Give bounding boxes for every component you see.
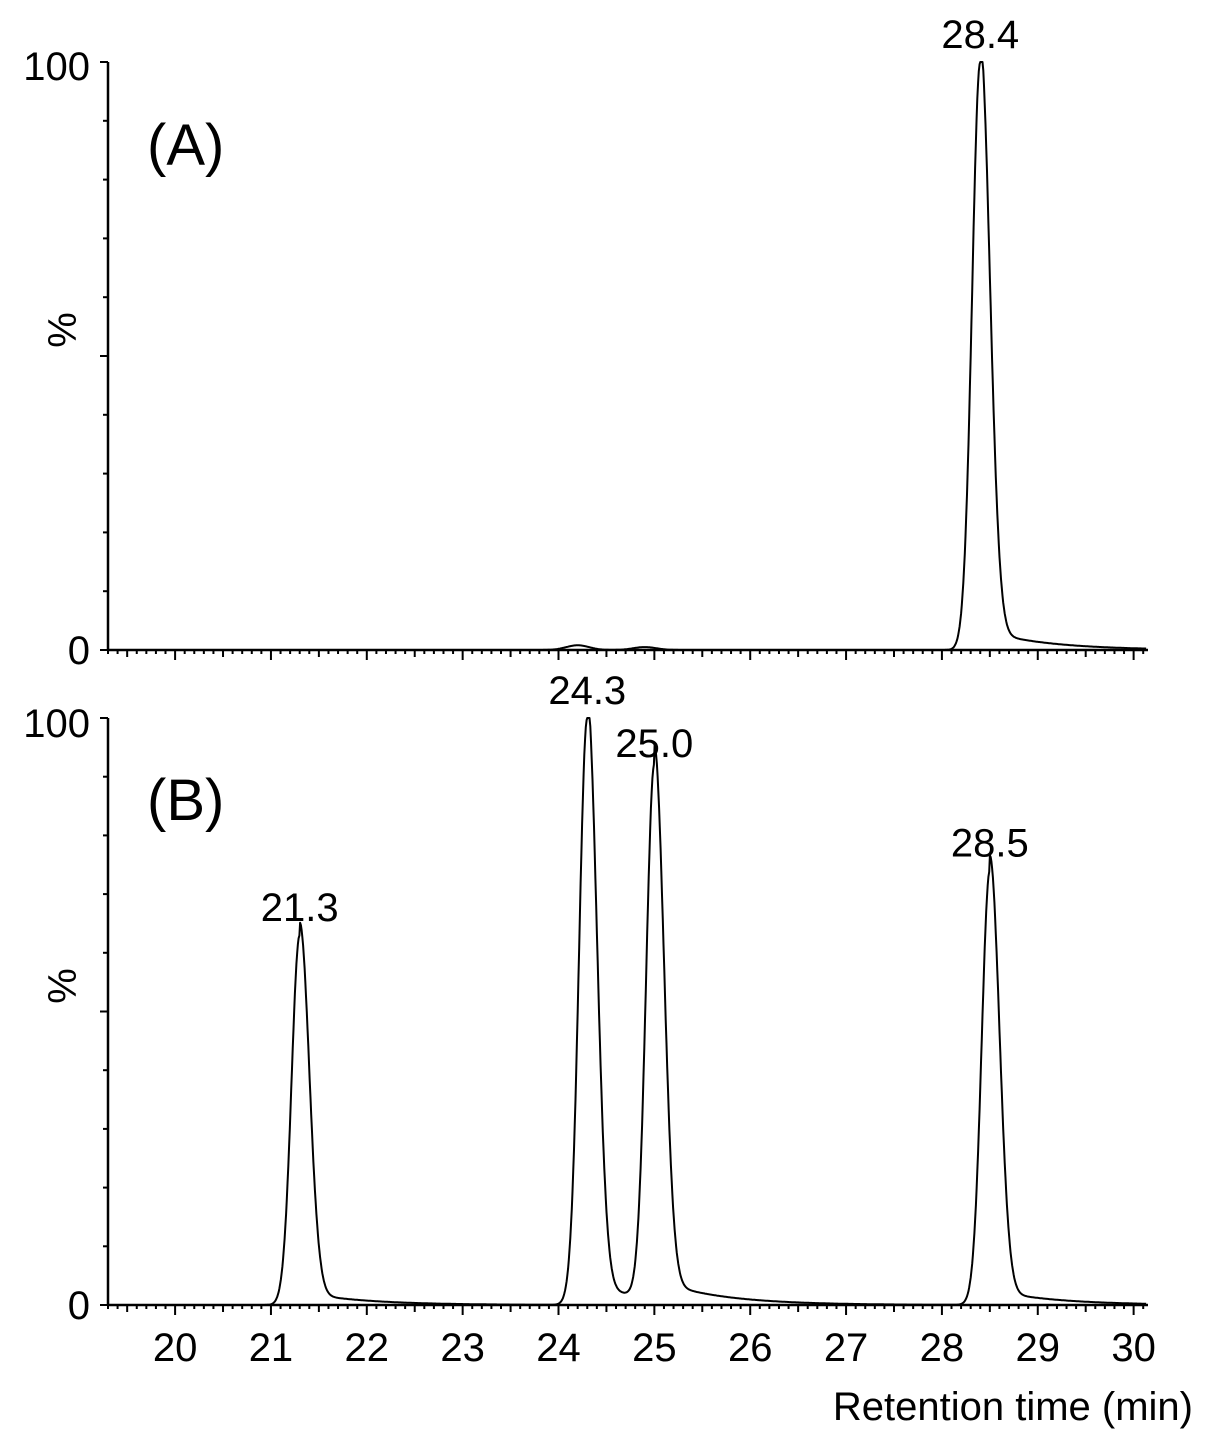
x-tick-label: 25 [632, 1326, 677, 1370]
panel-b-peak-labels: 21.3 24.3 25.0 28.5 [261, 669, 1029, 930]
peak-label: 28.4 [941, 13, 1019, 57]
panel-b-y-tick-label-0: 0 [68, 1284, 90, 1328]
panel-b-x-tick-labels: 20 21 22 23 24 25 26 27 28 29 30 [153, 1326, 1156, 1370]
panel-b-label: (B) [147, 768, 224, 833]
x-tick-label: 26 [728, 1326, 773, 1370]
x-axis-title: Retention time (min) [833, 1385, 1193, 1429]
panel-a-y-tick-label-0: 0 [68, 629, 90, 673]
x-tick-label: 23 [440, 1326, 485, 1370]
panel-b: (B) 100 0 % 20 21 22 23 24 25 26 27 28 29 30 21.32… [23, 669, 1193, 1429]
panel-b-y-tick-label-100: 100 [23, 702, 90, 746]
panel-b-x-ticks [107, 1305, 1145, 1315]
x-tick-label: 28 [920, 1326, 965, 1370]
x-tick-label: 24 [536, 1326, 581, 1370]
panel-b-y-axis-title: % [41, 968, 85, 1004]
x-tick-label: 21 [249, 1326, 294, 1370]
panel-a-y-ticks [100, 61, 108, 651]
panel-b-y-ticks [100, 717, 108, 1306]
peak-label: 28.5 [951, 822, 1029, 866]
x-tick-label: 22 [345, 1326, 390, 1370]
panel-a: (A) 100 0 % 28.4 [23, 13, 1148, 673]
peak-label: 25.0 [615, 722, 693, 766]
x-tick-label: 30 [1111, 1326, 1156, 1370]
panel-a-trace [109, 61, 1147, 651]
peak-label: 24.3 [548, 669, 626, 713]
panel-a-peak-labels: 28.4 [941, 13, 1019, 57]
panel-a-label: (A) [147, 113, 224, 178]
panel-a-x-ticks [107, 650, 1145, 660]
peak-label: 21.3 [261, 886, 339, 930]
panel-a-y-axis-title: % [41, 312, 85, 348]
x-tick-label: 20 [153, 1326, 198, 1370]
panel-b-trace [109, 717, 1147, 1306]
panel-a-y-tick-label-100: 100 [23, 45, 90, 89]
x-tick-label: 29 [1016, 1326, 1061, 1370]
x-tick-label: 27 [824, 1326, 869, 1370]
